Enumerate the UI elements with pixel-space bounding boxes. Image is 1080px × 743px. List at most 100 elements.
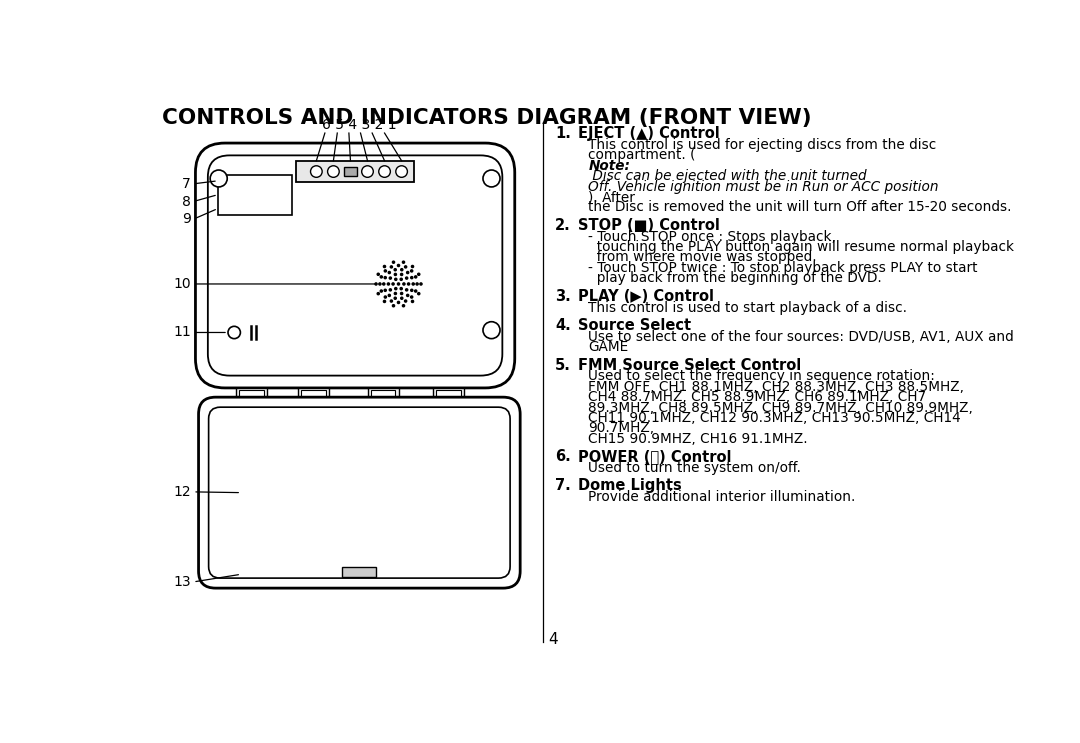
- Bar: [298, 388, 328, 402]
- Text: FMM Source Select Control: FMM Source Select Control: [578, 357, 801, 372]
- Circle shape: [394, 293, 396, 294]
- Circle shape: [416, 283, 418, 285]
- Circle shape: [392, 283, 394, 285]
- Circle shape: [228, 326, 241, 339]
- Text: 12: 12: [173, 485, 191, 499]
- Circle shape: [389, 289, 391, 291]
- Bar: [433, 388, 464, 402]
- Text: 6.: 6.: [555, 449, 571, 464]
- Text: 4.: 4.: [555, 318, 571, 333]
- Text: 6 5 4 3 2 1: 6 5 4 3 2 1: [322, 117, 396, 132]
- FancyBboxPatch shape: [208, 407, 510, 578]
- Circle shape: [377, 273, 379, 276]
- Text: 1.: 1.: [555, 126, 571, 141]
- FancyBboxPatch shape: [207, 155, 502, 376]
- Text: Used to select the frequency in sequence rotation:: Used to select the frequency in sequence…: [589, 369, 935, 383]
- Circle shape: [405, 300, 407, 302]
- Text: 8: 8: [181, 195, 191, 209]
- Bar: [436, 390, 461, 400]
- Circle shape: [379, 283, 381, 285]
- Bar: [235, 388, 267, 402]
- Circle shape: [384, 296, 387, 298]
- Bar: [239, 390, 264, 400]
- Circle shape: [394, 273, 396, 276]
- Circle shape: [411, 265, 414, 267]
- Text: Dome Lights: Dome Lights: [578, 478, 683, 493]
- Circle shape: [390, 300, 392, 302]
- Bar: [296, 160, 414, 182]
- Circle shape: [410, 276, 413, 279]
- Circle shape: [420, 283, 422, 285]
- Circle shape: [380, 290, 382, 292]
- Text: 7: 7: [183, 177, 191, 191]
- Circle shape: [392, 261, 394, 263]
- Circle shape: [382, 283, 384, 285]
- Circle shape: [394, 288, 396, 290]
- Circle shape: [394, 297, 396, 299]
- Circle shape: [401, 269, 403, 270]
- Circle shape: [397, 302, 400, 304]
- Circle shape: [384, 289, 387, 291]
- Circle shape: [406, 271, 408, 273]
- Text: EJECT (▲) Control: EJECT (▲) Control: [578, 126, 720, 141]
- Circle shape: [394, 269, 396, 270]
- Text: 10: 10: [173, 277, 191, 291]
- Circle shape: [395, 166, 407, 178]
- Text: This control is used for ejecting discs from the disc: This control is used for ejecting discs …: [589, 138, 936, 152]
- Circle shape: [406, 289, 408, 291]
- Circle shape: [397, 283, 400, 285]
- Bar: [342, 568, 376, 577]
- Text: - Touch STOP twice : To stop playback press PLAY to start: - Touch STOP twice : To stop playback pr…: [589, 261, 977, 275]
- Text: POWER (⏻) Control: POWER (⏻) Control: [578, 449, 732, 464]
- Text: Disc can be ejected with the unit turned: Disc can be ejected with the unit turned: [589, 169, 867, 184]
- Text: 2.: 2.: [555, 218, 571, 233]
- Text: 3.: 3.: [555, 288, 571, 304]
- Text: Off. Vehicle ignition must be in Run or ACC position: Off. Vehicle ignition must be in Run or …: [589, 180, 939, 194]
- Circle shape: [388, 283, 390, 285]
- Circle shape: [410, 270, 413, 272]
- Circle shape: [401, 297, 403, 299]
- Bar: [367, 388, 399, 402]
- Circle shape: [375, 283, 377, 285]
- Text: 7.: 7.: [555, 478, 571, 493]
- Circle shape: [415, 276, 417, 278]
- Text: the Disc is removed the unit will turn Off after 15-20 seconds.: the Disc is removed the unit will turn O…: [589, 201, 1012, 215]
- Text: 90.7MHZ,: 90.7MHZ,: [589, 421, 654, 435]
- Circle shape: [377, 293, 379, 295]
- Text: CH15 90.9MHZ, CH16 91.1MHZ.: CH15 90.9MHZ, CH16 91.1MHZ.: [589, 432, 808, 446]
- FancyBboxPatch shape: [195, 143, 515, 388]
- Text: 9: 9: [181, 212, 191, 227]
- Circle shape: [406, 277, 408, 279]
- Text: 4: 4: [549, 632, 558, 647]
- Circle shape: [311, 166, 322, 178]
- Text: Note:: Note:: [589, 159, 631, 173]
- Bar: [370, 390, 395, 400]
- Text: - Touch STOP once : Stops playback,: - Touch STOP once : Stops playback,: [589, 230, 836, 244]
- Text: Used to turn the system on/off.: Used to turn the system on/off.: [589, 461, 801, 475]
- Circle shape: [384, 270, 387, 272]
- Circle shape: [384, 276, 387, 279]
- Circle shape: [379, 166, 390, 178]
- Circle shape: [413, 283, 415, 285]
- Text: GAME: GAME: [589, 340, 629, 354]
- Circle shape: [403, 261, 405, 263]
- Circle shape: [388, 294, 390, 296]
- Text: 13: 13: [173, 575, 191, 589]
- Text: FMM OFF, CH1 88.1MHZ, CH2 88.3MHZ, CH3 88.5MHZ,: FMM OFF, CH1 88.1MHZ, CH2 88.3MHZ, CH3 8…: [589, 380, 964, 394]
- Bar: [218, 175, 292, 215]
- Bar: [345, 167, 356, 176]
- Circle shape: [400, 278, 402, 280]
- Circle shape: [394, 278, 396, 280]
- Circle shape: [389, 277, 391, 279]
- Text: 89.3MHZ, CH8 89.5MHZ, CH9 89.7MHZ, CH10 89.9MHZ,: 89.3MHZ, CH8 89.5MHZ, CH9 89.7MHZ, CH10 …: [589, 400, 973, 415]
- Text: 5.: 5.: [555, 357, 571, 372]
- Circle shape: [483, 322, 500, 339]
- Circle shape: [397, 265, 400, 267]
- Text: CONTROLS AND INDICATORS DIAGRAM (FRONT VIEW): CONTROLS AND INDICATORS DIAGRAM (FRONT V…: [162, 108, 812, 129]
- Circle shape: [380, 276, 382, 278]
- Circle shape: [388, 271, 390, 273]
- Circle shape: [410, 289, 413, 291]
- Circle shape: [383, 300, 386, 302]
- Circle shape: [401, 273, 403, 276]
- Text: CH4 88.7MHZ, CH5 88.9MHZ, CH6 89.1MHZ, CH7: CH4 88.7MHZ, CH5 88.9MHZ, CH6 89.1MHZ, C…: [589, 390, 927, 404]
